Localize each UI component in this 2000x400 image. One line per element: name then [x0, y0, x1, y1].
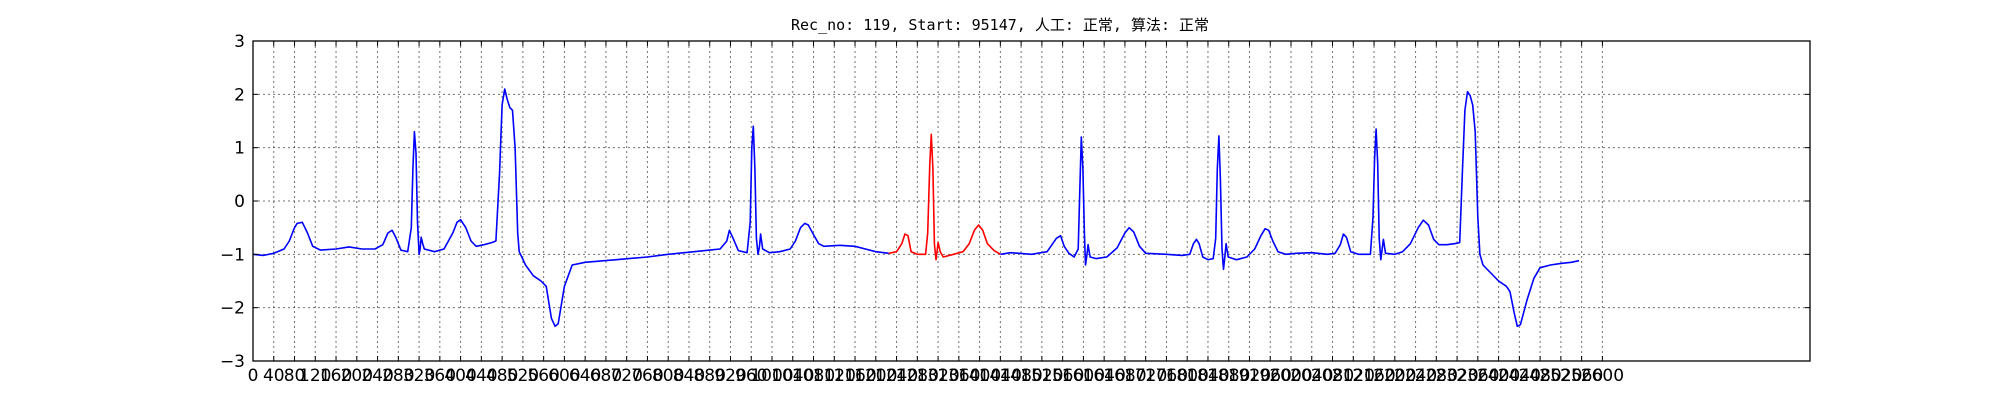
x-tick-label: 2200: [1373, 366, 1416, 386]
x-tick-label: 2120: [1332, 366, 1375, 386]
x-tick-label: 120: [299, 366, 331, 386]
x-tick-label: 1120: [813, 366, 856, 386]
x-tick-label: 920: [714, 366, 746, 386]
x-tick-label: 1560: [1041, 366, 1084, 386]
y-tick-label: 0: [234, 192, 245, 212]
x-tick-label: 1480: [999, 366, 1042, 386]
y-tick-label: 2: [234, 85, 245, 105]
x-tick-label: 2080: [1311, 366, 1354, 386]
x-tick-label: 840: [673, 366, 705, 386]
x-tick-label: 680: [590, 366, 622, 386]
x-tick-label: 560: [527, 366, 559, 386]
x-tick-label: 360: [424, 366, 456, 386]
x-tick-label: 2440: [1498, 366, 1541, 386]
x-tick-label: 2520: [1539, 366, 1582, 386]
x-tick-label: 1000: [750, 366, 793, 386]
x-tick-label: 1160: [833, 366, 876, 386]
y-tick-label: −3: [220, 352, 245, 372]
series-line-2: [888, 133, 1001, 261]
x-tick-label: 1800: [1166, 366, 1209, 386]
y-axis: 3 2 1 0 −1 −2 −3: [220, 32, 1810, 372]
x-tick-label: 320: [403, 366, 435, 386]
x-tick-label: 1200: [854, 366, 897, 386]
x-tick-label: 2480: [1518, 366, 1561, 386]
x-tick-label: 2240: [1394, 366, 1437, 386]
x-tick-label: 480: [486, 366, 518, 386]
y-tick-label: −2: [220, 299, 245, 319]
chart-title: Rec_no: 119, Start: 95147, 人工: 正常, 算法: 正…: [791, 16, 1209, 34]
x-tick-label: 440: [465, 366, 497, 386]
x-axis: 0 40 8012016020024028032036040044048052056…: [248, 41, 1624, 386]
x-tick-label: 80: [284, 366, 306, 386]
series-line-1: [252, 88, 889, 328]
x-tick-label: 200: [341, 366, 373, 386]
x-tick-label: 1280: [896, 366, 939, 386]
x-tick-label: 1080: [792, 366, 835, 386]
x-tick-label: 2360: [1456, 366, 1499, 386]
x-tick-label: 1680: [1103, 366, 1146, 386]
x-tick-label: 1040: [771, 366, 814, 386]
x-tick-label: 280: [382, 366, 414, 386]
x-tick-label: 640: [569, 366, 601, 386]
x-tick-label: 880: [693, 366, 725, 386]
x-tick-label: 400: [444, 366, 476, 386]
y-tick-label: 1: [234, 139, 245, 159]
x-tick-label: 160: [320, 366, 352, 386]
x-tick-label: 1600: [1062, 366, 1105, 386]
x-tick-label: 2600: [1581, 366, 1624, 386]
x-tick-label: 1960: [1249, 366, 1292, 386]
series-line-3: [1000, 90, 1580, 328]
x-tick-label: 2560: [1560, 366, 1603, 386]
x-tick-label: 40: [263, 366, 285, 386]
x-tick-label: 2040: [1290, 366, 1333, 386]
plot-frame: [252, 40, 1811, 362]
x-tick-label: 1520: [1020, 366, 1063, 386]
x-tick-label: 600: [548, 366, 580, 386]
x-tick-label: 1320: [916, 366, 959, 386]
x-tick-label: 240: [361, 366, 393, 386]
x-tick-label: 2000: [1269, 366, 1312, 386]
x-tick-label: 1880: [1207, 366, 1250, 386]
x-tick-label: 760: [631, 366, 663, 386]
x-tick-label: 2280: [1415, 366, 1458, 386]
x-tick-label: 1440: [979, 366, 1022, 386]
y-tick-label: −1: [220, 245, 245, 265]
x-tick-label: 1920: [1228, 366, 1271, 386]
grid: [252, 40, 1810, 362]
x-tick-label: 1240: [875, 366, 918, 386]
x-tick-label: 800: [652, 366, 684, 386]
x-tick-label: 2160: [1352, 366, 1395, 386]
x-tick-label: 1840: [1186, 366, 1229, 386]
x-tick-label: 720: [610, 366, 642, 386]
x-tick-label: 1720: [1124, 366, 1167, 386]
x-tick-label: 2400: [1477, 366, 1520, 386]
x-tick-label: 0: [248, 366, 259, 386]
x-tick-label: 1360: [937, 366, 980, 386]
x-tick-label: 1760: [1145, 366, 1188, 386]
x-tick-label: 960: [735, 366, 767, 386]
y-tick-label: 3: [234, 32, 245, 52]
x-tick-label: 2320: [1435, 366, 1478, 386]
series-layer: [252, 88, 1580, 328]
x-tick-label: 1640: [1083, 366, 1126, 386]
x-tick-label: 520: [507, 366, 539, 386]
x-tick-label: 1400: [958, 366, 1001, 386]
